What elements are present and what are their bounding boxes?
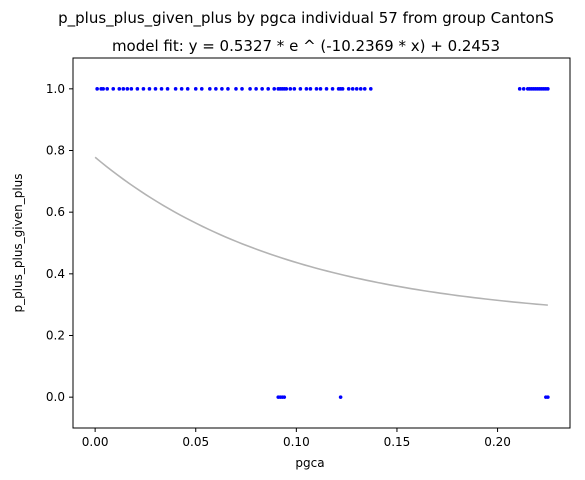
y-axis-label: p_plus_plus_given_plus (11, 173, 25, 312)
data-point-70 (282, 395, 287, 399)
y-axis: 0.0 0.2 0.4 0.6 0.8 1.0 (46, 82, 73, 404)
data-point-37 (292, 87, 297, 91)
data-point-28 (260, 87, 264, 91)
x-tick-label-3: 0.15 (384, 435, 411, 449)
data-point-71 (338, 395, 343, 399)
y-tick-label-3: 0.6 (46, 205, 65, 219)
y-tick-label-5: 1.0 (46, 82, 65, 96)
data-point-14 (165, 87, 170, 91)
data-point-13 (159, 87, 164, 91)
data-point-12 (153, 87, 158, 91)
data-point-38 (298, 87, 303, 91)
data-point-48 (346, 87, 351, 91)
data-point-25 (240, 87, 244, 91)
data-point-41 (314, 87, 319, 91)
points-layer (95, 87, 550, 399)
data-point-35 (284, 87, 289, 91)
x-tick-label-1: 0.05 (182, 435, 209, 449)
data-point-50 (354, 87, 359, 91)
x-axis-label: pgca (295, 456, 324, 470)
y-tick-label-0: 0.0 (46, 390, 65, 404)
data-point-54 (517, 87, 522, 91)
data-point-17 (185, 87, 190, 91)
data-point-4 (111, 87, 116, 91)
data-point-19 (199, 87, 204, 91)
data-point-39 (304, 87, 309, 91)
data-point-11 (147, 87, 152, 91)
data-point-30 (272, 87, 277, 91)
data-point-43 (324, 87, 329, 91)
data-point-44 (330, 87, 335, 91)
x-axis: 0.00 0.05 0.10 0.15 0.20 (82, 428, 511, 449)
data-point-73 (546, 395, 550, 399)
chart-title: p_plus_plus_given_plus by pgca individua… (58, 9, 554, 28)
y-tick-label-4: 0.8 (46, 144, 65, 158)
data-point-16 (179, 87, 184, 91)
data-point-8 (129, 87, 134, 91)
data-point-22 (220, 87, 224, 91)
data-point-24 (234, 87, 238, 91)
data-point-26 (248, 87, 252, 91)
data-point-6 (121, 87, 126, 91)
data-point-10 (141, 87, 146, 91)
data-point-15 (173, 87, 178, 91)
data-point-27 (254, 87, 258, 91)
data-point-5 (117, 87, 122, 91)
data-point-49 (350, 87, 355, 91)
fit-curve-line (94, 156, 548, 306)
x-tick-label-0: 0.00 (82, 435, 109, 449)
data-point-42 (318, 87, 323, 91)
data-point-36 (288, 87, 293, 91)
data-point-21 (214, 87, 218, 91)
data-point-40 (308, 87, 313, 91)
data-point-7 (125, 87, 130, 91)
data-point-2 (101, 87, 105, 91)
data-point-20 (208, 87, 212, 91)
data-point-55 (521, 87, 526, 91)
x-tick-label-4: 0.20 (484, 435, 511, 449)
plot-frame (72, 57, 571, 429)
data-point-0 (95, 87, 99, 91)
data-point-29 (266, 87, 270, 91)
data-point-3 (105, 87, 110, 91)
data-point-18 (193, 87, 198, 91)
data-point-47 (340, 87, 345, 91)
x-tick-label-2: 0.10 (283, 435, 310, 449)
data-point-53 (368, 87, 373, 91)
y-tick-label-1: 0.2 (46, 329, 65, 343)
plot-area (73, 58, 570, 428)
data-point-66 (546, 87, 550, 91)
fit-curve-layer (94, 156, 548, 306)
data-point-52 (362, 87, 367, 91)
chart-subtitle: model fit: y = 0.5327 * e ^ (-10.2369 * … (112, 37, 500, 55)
data-point-51 (358, 87, 363, 91)
data-point-9 (135, 87, 140, 91)
y-tick-label-2: 0.4 (46, 267, 65, 281)
data-point-23 (226, 87, 230, 91)
